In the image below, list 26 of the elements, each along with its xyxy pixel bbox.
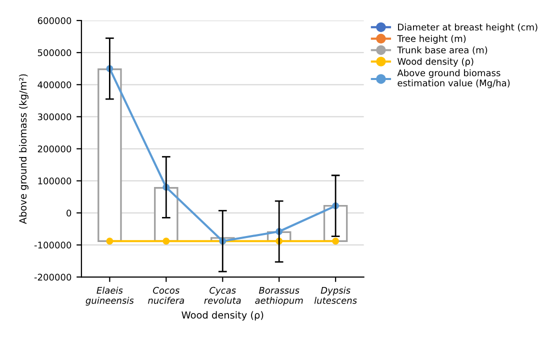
y-tick-label: 200000: [38, 146, 72, 152]
x-tick-label: Borassus aethiopum: [255, 287, 303, 306]
x-tick-label: Cocos nucifera: [148, 286, 184, 304]
x-tick-label: Cycas revoluta: [204, 286, 241, 304]
y-tick-label: -200000: [34, 274, 72, 281]
bar: [98, 68, 122, 242]
x-axis-title: Wood density (ρ): [182, 311, 264, 321]
y-tick-label: 600000: [38, 17, 72, 24]
y-tick-label: 300000: [38, 113, 72, 120]
legend-label: Wood density (ρ): [398, 58, 474, 67]
point: [162, 238, 170, 245]
y-tick-label: 100000: [38, 178, 72, 184]
legend-label: Diameter at breast height (cm): [398, 24, 538, 32]
point: [332, 238, 340, 245]
point: [106, 238, 114, 245]
y-tick-label: -100000: [34, 242, 72, 249]
y-tick-label: 500000: [38, 49, 72, 56]
x-tick-label: Elaeis guineensis: [86, 286, 134, 306]
y-axis-title: Above ground biomass (kg/m²): [19, 74, 28, 224]
legend-label: Tree height (m): [397, 34, 466, 44]
legend-label: Above ground biomass estimation value (Mg/ha): [397, 69, 510, 88]
y-tick-label: 0: [66, 210, 72, 216]
x-tick-label: Dypsis lutescens: [314, 286, 357, 304]
bar: [154, 187, 178, 242]
legend-label: Trunk base area (m): [397, 46, 488, 54]
y-tick-label: 400000: [38, 81, 72, 88]
